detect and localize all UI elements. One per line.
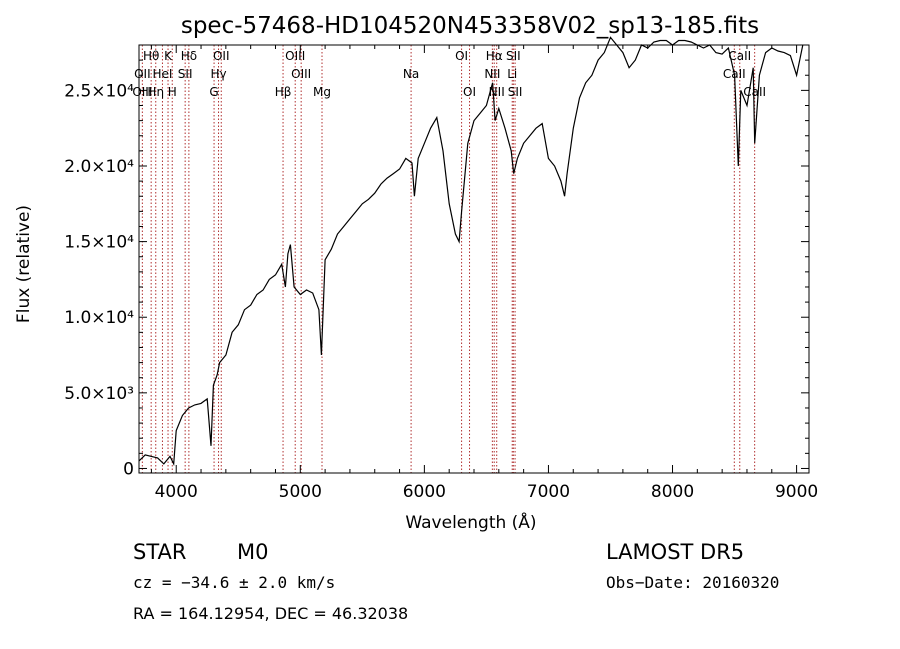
x-tick-label: 6000: [403, 482, 446, 502]
spectrum-series: [138, 36, 804, 467]
emission-line-label: Hθ: [143, 49, 159, 63]
emission-line-label: Hα: [486, 49, 503, 63]
emission-line-label: OII: [134, 67, 151, 81]
x-axis-ticks: 4000 5000 6000 7000 8000 9000: [150, 45, 818, 502]
emission-line-label: SII: [508, 85, 523, 99]
object-subclass: M0: [237, 540, 269, 564]
emission-line-label: Hγ: [210, 67, 226, 81]
y-axis-label: Flux (relative): [14, 205, 34, 323]
y-tick-label: 2.0×10⁴: [64, 157, 134, 177]
emission-line-label: OIII: [132, 85, 152, 99]
emission-line-label: Hβ: [275, 85, 292, 99]
emission-line-label: Mg: [313, 85, 331, 99]
emission-line-label: OII: [213, 49, 230, 63]
emission-line-label: H: [168, 85, 177, 99]
x-tick-label: 7000: [527, 482, 570, 502]
x-tick-label: 9000: [775, 482, 818, 502]
emission-line-label: Li: [507, 67, 517, 81]
emission-line-label: CaII: [743, 85, 766, 99]
emission-line-label: OIII: [285, 49, 305, 63]
y-tick-label: 2.5×10⁴: [64, 81, 134, 101]
emission-line-label: Na: [403, 67, 419, 81]
x-tick-label: 8000: [651, 482, 694, 502]
survey-name: LAMOST DR5: [606, 540, 745, 564]
emission-line-label: CaII: [728, 49, 751, 63]
emission-line-label: NII: [484, 67, 500, 81]
y-tick-label: 5.0×10³: [64, 384, 134, 404]
emission-line-label: G: [209, 85, 218, 99]
coordinates: RA = 164.12954, DEC = 46.32038: [133, 604, 409, 623]
y-tick-label: 1.0×10⁴: [64, 308, 134, 328]
emission-line-label: Hδ: [181, 49, 197, 63]
y-tick-label: 0: [123, 459, 134, 479]
emission-line-label: OI: [455, 49, 468, 63]
object-class: STAR: [133, 540, 187, 564]
emission-line-label: SII: [506, 49, 521, 63]
emission-line-label: Hη: [147, 85, 164, 99]
emission-line-label: K: [164, 49, 173, 63]
y-axis-ticks: 0 5.0×10³ 1.0×10⁴ 1.5×10⁴ 2.0×10⁴ 2.5×10⁴: [64, 59, 809, 479]
x-axis-label: Wavelength (Å): [405, 511, 536, 533]
observation-date: Obs−Date: 20160320: [606, 573, 780, 592]
x-tick-label: 4000: [155, 482, 198, 502]
emission-line-label: HeI: [152, 67, 172, 81]
x-tick-label: 5000: [279, 482, 322, 502]
chart-title: spec-57468-HD104520N453358V02_sp13-185.f…: [181, 13, 759, 39]
y-tick-label: 1.5×10⁴: [64, 233, 134, 253]
plot-frame: [138, 44, 810, 474]
emission-line-label: OIII: [291, 67, 311, 81]
emission-line-label: SII: [178, 67, 193, 81]
redshift-cz: cz = −34.6 ± 2.0 km/s: [133, 573, 336, 592]
emission-lines: [141, 45, 756, 473]
emission-line-label: OI: [463, 85, 476, 99]
